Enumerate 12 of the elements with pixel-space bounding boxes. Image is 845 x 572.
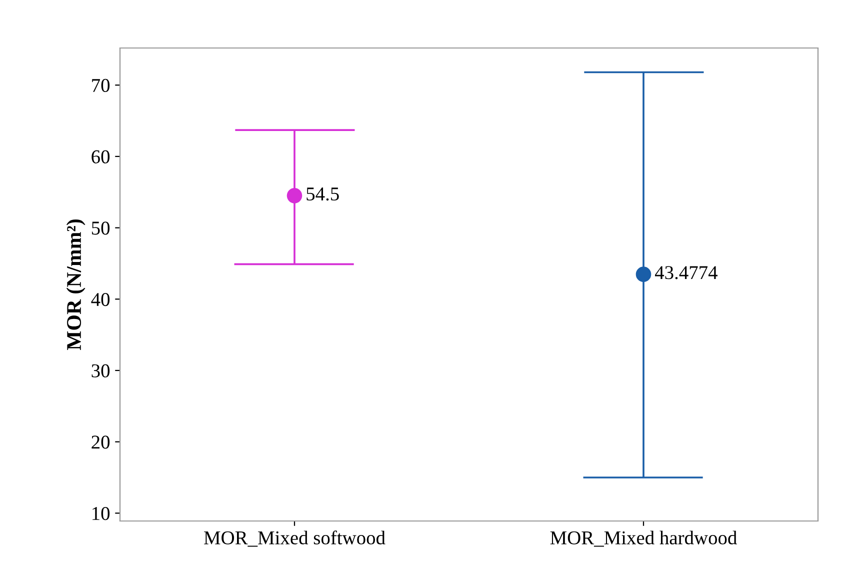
- y-tick-label: 50: [92, 222, 110, 235]
- y-tick-label: 20: [92, 436, 110, 449]
- data-label: 43.4774: [654, 266, 718, 280]
- y-tick-label: 10: [92, 506, 110, 520]
- data-label: 54.5: [306, 188, 339, 201]
- y-axis-title: MOR (N/mm²): [66, 220, 86, 350]
- y-tick-label: 60: [92, 150, 110, 164]
- y-tick-label: 40: [91, 292, 110, 306]
- y-tick-label: 70: [92, 78, 110, 92]
- x-tick-label: MOR_Mixed softwood: [204, 530, 386, 547]
- y-tick-label: 30: [92, 364, 110, 378]
- x-tick-label: MOR_Mixed hardwood: [550, 530, 737, 547]
